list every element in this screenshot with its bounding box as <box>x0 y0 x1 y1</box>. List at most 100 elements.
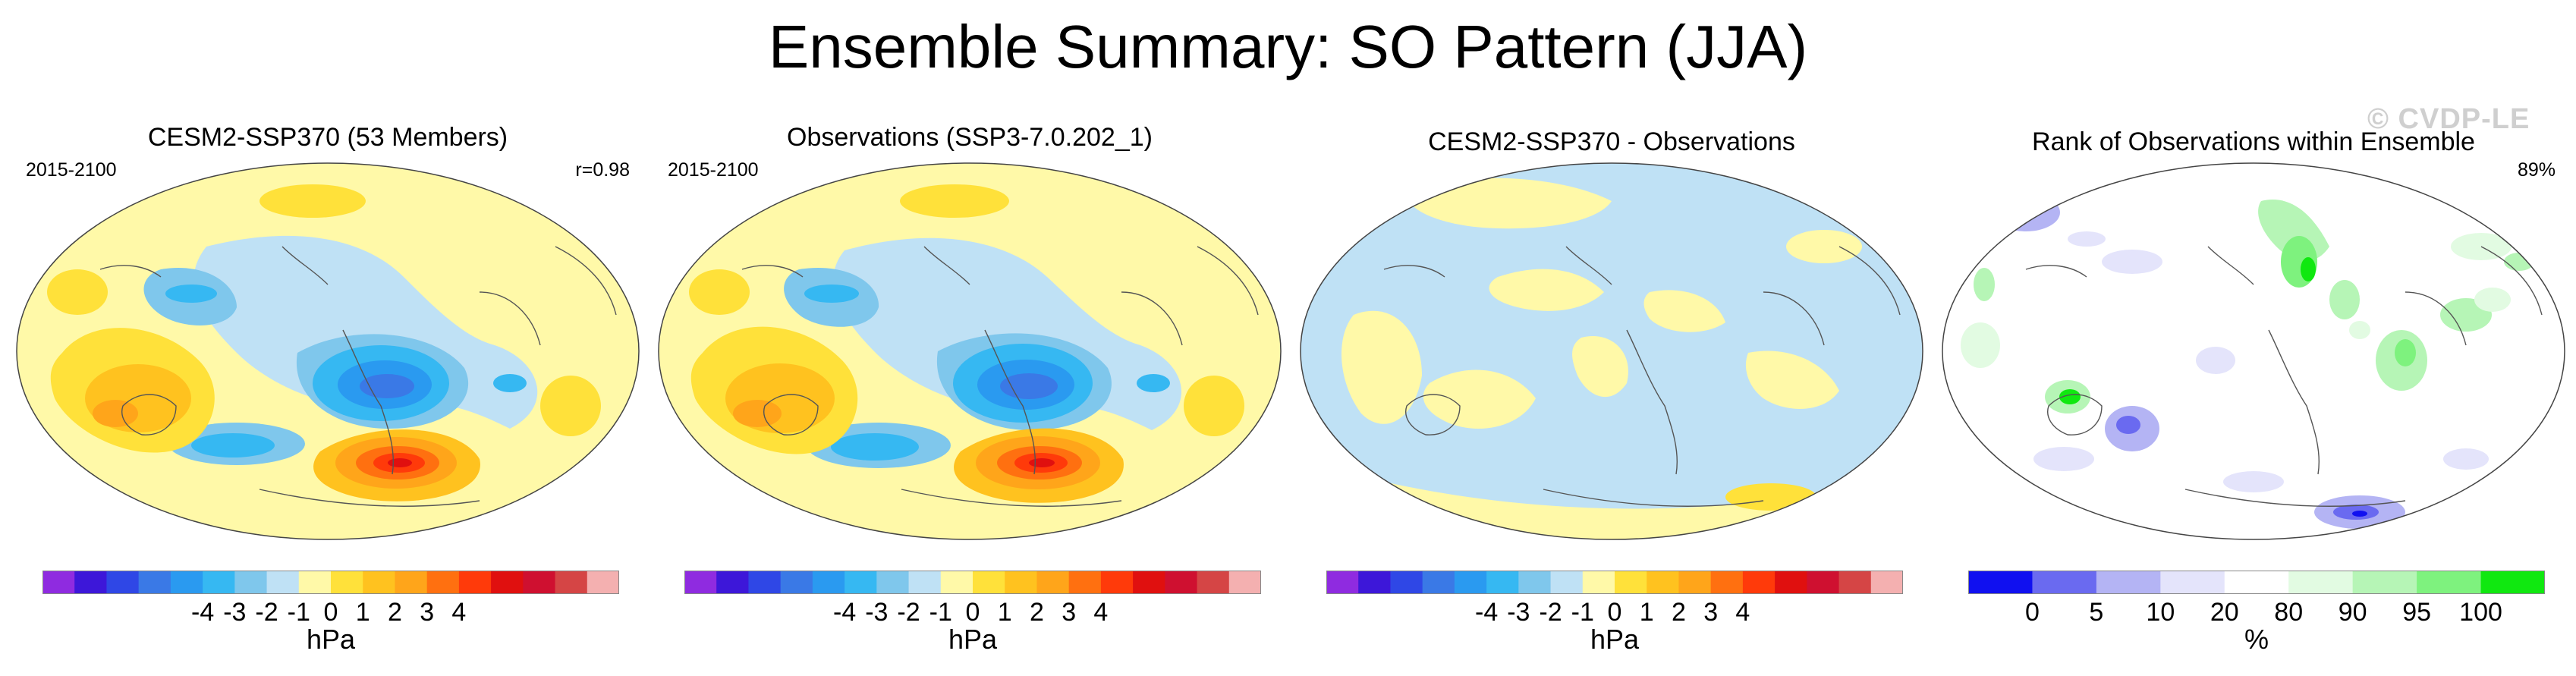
colorbar-tick-label: -1 <box>1571 598 1594 627</box>
colorbar-tick-label: 4 <box>1093 598 1109 627</box>
colorbar-swatch <box>1870 571 1904 593</box>
colorbar-swatch <box>1326 571 1359 593</box>
colorbar-tick-label: 90 <box>2338 598 2367 627</box>
colorbar-swatch <box>2032 571 2097 593</box>
colorbar-tick-label: 4 <box>1735 598 1750 627</box>
colorbar-tick-label: 2 <box>1671 598 1686 627</box>
colorbar-swatch <box>1228 571 1262 593</box>
colorbar-swatches <box>684 571 1262 594</box>
pattern-correlation: r=0.98 <box>575 159 630 181</box>
colorbar-tick-label: 5 <box>2089 598 2104 627</box>
globe-map <box>16 162 640 540</box>
colorbar-tick-label: 0 <box>1607 598 1622 627</box>
panel-difference: CESM2-SSP370 - Observations <box>1293 114 1930 540</box>
globe-map <box>1300 162 1923 540</box>
colorbar-swatch <box>1165 571 1198 593</box>
colorbar-swatch <box>363 571 395 593</box>
colorbar-tick-label: 20 <box>2210 598 2239 627</box>
colorbar-swatch <box>780 571 813 593</box>
panel-title: Observations (SSP3-7.0.202_1) <box>787 123 1153 152</box>
rank-percentage: 89% <box>2517 159 2556 181</box>
colorbar-tick-label: 10 <box>2146 598 2175 627</box>
colorbar-swatch <box>523 571 556 593</box>
colorbar-tick-label: -3 <box>223 598 247 627</box>
colorbar-swatch <box>491 571 524 593</box>
colorbar-outline <box>1326 571 1903 594</box>
colorbar-tick-label: -1 <box>287 598 310 627</box>
colorbar-outline <box>1968 571 2545 594</box>
colorbar-swatch <box>170 571 203 593</box>
colorbar-swatch <box>1807 571 1840 593</box>
colorbar-swatch <box>2224 571 2289 593</box>
colorbar-swatch <box>1550 571 1584 593</box>
colorbar-swatch <box>298 571 332 593</box>
colorbar-swatch <box>138 571 171 593</box>
colorbar-tick-label: -2 <box>897 598 920 627</box>
colorbar-tick-label: -2 <box>1539 598 1562 627</box>
colorbar-swatches <box>1326 571 1904 594</box>
colorbar-difference: -4 -3 -2 -1 0 1 2 3 4 hPa <box>1326 571 1904 669</box>
colorbar-swatch <box>2288 571 2354 593</box>
globe-map <box>658 162 1282 540</box>
panel-title: Rank of Observations within Ensemble <box>2032 127 2475 156</box>
colorbar-swatch <box>2160 571 2225 593</box>
colorbar-tick-label: -4 <box>190 598 215 627</box>
colorbar-rank: 0 5 10 20 80 90 95 100 % <box>1968 571 2546 669</box>
colorbar-swatches <box>42 571 620 594</box>
colorbar-swatch <box>266 571 300 593</box>
panel-observed-pattern: Observations (SSP3-7.0.202_1) 2015-2100 <box>651 114 1288 540</box>
colorbar-swatch <box>684 571 717 593</box>
colorbar-swatch <box>1036 571 1070 593</box>
colorbar-swatch <box>1838 571 1872 593</box>
colorbar-tick-label: 80 <box>2274 598 2304 627</box>
colorbar-tick-label: -3 <box>1507 598 1530 627</box>
colorbar-tick-label: -3 <box>865 598 889 627</box>
colorbar-outline <box>42 571 619 594</box>
colorbar-tick-label: 100 <box>2459 598 2502 627</box>
colorbar-swatch <box>1197 571 1230 593</box>
colorbar-swatch <box>748 571 782 593</box>
colorbar-tick-label: 2 <box>387 598 402 627</box>
colorbar-tick-label: 1 <box>997 598 1012 627</box>
colorbar-swatch <box>42 571 75 593</box>
colorbar-swatch <box>1615 571 1647 593</box>
colorbar-ticks: -4 -3 -2 -1 0 1 2 3 4 <box>42 598 619 636</box>
colorbar-swatch <box>2352 571 2417 593</box>
panel-title: CESM2-SSP370 - Observations <box>1428 127 1795 156</box>
colorbar-swatch <box>106 571 140 593</box>
colorbar-unit-label: hPa <box>948 624 998 655</box>
colorbar-tick-label: -4 <box>832 598 857 627</box>
colorbar-outline <box>684 571 1261 594</box>
colorbar-observations: -4 -3 -2 -1 0 1 2 3 4 hPa <box>684 571 1262 669</box>
colorbar-swatch <box>1968 571 2033 593</box>
panel-model-pattern: CESM2-SSP370 (53 Members) 2015-2100 r=0.… <box>9 114 646 540</box>
colorbar-swatch <box>1710 571 1744 593</box>
colorbar-swatch <box>2417 571 2482 593</box>
colorbar-unit-label: hPa <box>306 624 356 655</box>
colorbar-swatch <box>908 571 942 593</box>
colorbar-swatch <box>2480 571 2546 593</box>
colorbar-tick-label: 0 <box>2024 598 2040 627</box>
colorbar-swatch <box>1390 571 1423 593</box>
globe-map <box>1942 162 2565 540</box>
colorbar-swatch <box>845 571 877 593</box>
colorbar-model: -4 -3 -2 -1 0 1 2 3 4 hPa <box>42 571 620 669</box>
watermark: © CVDP-LE <box>2367 103 2530 135</box>
colorbar-tick-label: 1 <box>355 598 370 627</box>
colorbar-tick-label: 3 <box>1062 598 1077 627</box>
period-label: 2015-2100 <box>26 159 117 181</box>
colorbar-swatch <box>1005 571 1037 593</box>
colorbar-ticks: -4 -3 -2 -1 0 1 2 3 4 <box>1326 598 1903 636</box>
colorbar-swatches <box>1968 571 2546 594</box>
colorbar-unit-label: hPa <box>1590 624 1640 655</box>
colorbar-swatch <box>1486 571 1519 593</box>
colorbar-swatch <box>876 571 910 593</box>
colorbar-swatch <box>1133 571 1165 593</box>
colorbar-swatch <box>1647 571 1679 593</box>
colorbar-swatch <box>1582 571 1615 593</box>
panel-rank: Rank of Observations within Ensemble 89% <box>1935 114 2572 540</box>
colorbar-swatch <box>812 571 845 593</box>
period-label: 2015-2100 <box>668 159 759 181</box>
colorbar-swatch <box>1068 571 1102 593</box>
colorbar-tick-label: -2 <box>255 598 278 627</box>
